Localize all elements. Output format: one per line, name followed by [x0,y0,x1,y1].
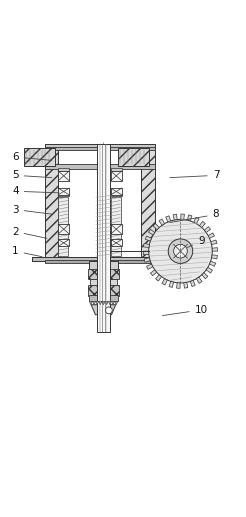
Text: 7: 7 [170,170,219,180]
Polygon shape [149,230,155,235]
Text: 9: 9 [187,236,205,248]
Polygon shape [111,301,115,305]
Polygon shape [173,214,177,220]
Bar [111,188,122,195]
Polygon shape [147,264,153,269]
Bar [45,261,155,263]
Polygon shape [210,261,216,266]
Polygon shape [91,305,116,315]
Polygon shape [159,219,165,225]
Bar [111,197,121,256]
Bar [88,285,119,296]
Bar [24,148,55,165]
Bar [88,269,119,279]
Polygon shape [96,301,99,305]
Bar [32,256,155,261]
Polygon shape [212,255,217,259]
Polygon shape [194,217,199,224]
Bar [45,146,58,260]
Polygon shape [105,301,108,305]
Polygon shape [89,301,92,305]
Bar [111,171,122,181]
Bar [111,169,122,171]
Bar [58,239,69,246]
Polygon shape [156,275,162,281]
Polygon shape [200,221,205,227]
Polygon shape [202,272,208,279]
Polygon shape [211,240,217,245]
Polygon shape [102,323,104,327]
Polygon shape [204,226,211,233]
Circle shape [174,245,187,258]
Circle shape [105,307,112,314]
Polygon shape [99,301,102,305]
Polygon shape [153,223,159,230]
Polygon shape [144,244,149,248]
Polygon shape [196,277,202,283]
Bar [118,148,149,165]
Polygon shape [108,301,111,305]
Text: 8: 8 [170,209,219,222]
Bar [111,224,122,234]
Polygon shape [144,258,150,262]
Polygon shape [190,280,195,286]
Polygon shape [101,319,106,323]
Text: 4: 4 [12,186,59,196]
Polygon shape [206,267,213,273]
Polygon shape [187,215,192,221]
Bar [111,239,122,246]
Polygon shape [184,282,188,288]
Text: 5: 5 [12,170,52,180]
Polygon shape [212,248,218,251]
Polygon shape [92,301,96,305]
Polygon shape [143,251,149,255]
Polygon shape [181,214,184,220]
Bar [141,146,155,260]
Text: 3: 3 [12,205,52,215]
Bar [58,169,69,171]
Polygon shape [102,301,105,305]
Bar [58,197,68,256]
Circle shape [149,219,212,283]
Polygon shape [115,301,118,305]
Polygon shape [150,270,157,276]
Bar [58,194,69,195]
Polygon shape [162,279,167,285]
Bar [89,295,118,301]
Bar [58,171,69,181]
Polygon shape [100,315,107,319]
Bar [45,164,155,169]
Polygon shape [177,283,180,288]
Bar [97,144,109,332]
Text: 6: 6 [12,152,52,162]
Polygon shape [208,233,215,238]
Bar [111,194,122,195]
Text: 10: 10 [162,305,208,315]
Text: 2: 2 [12,226,47,238]
Bar [58,224,69,234]
Text: 1: 1 [12,246,42,257]
Bar [45,144,155,148]
Polygon shape [166,216,171,222]
Bar [90,279,117,285]
Circle shape [168,239,193,263]
Bar [58,188,69,195]
Polygon shape [169,281,173,287]
Bar [32,256,155,261]
Polygon shape [145,236,152,241]
Bar [89,261,118,269]
Bar [45,147,155,149]
